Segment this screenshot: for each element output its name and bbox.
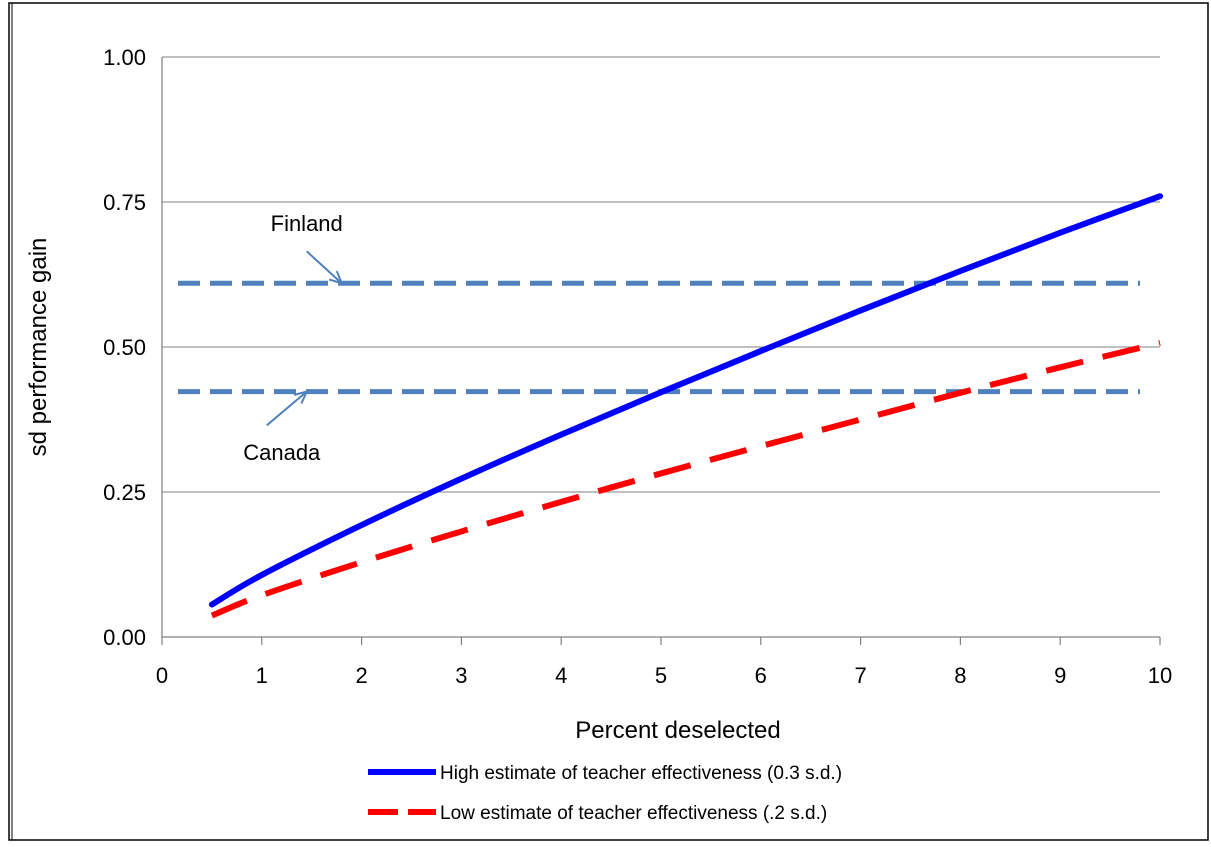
y-tick-label-3: 0.75	[103, 190, 146, 215]
series-line-low	[210, 340, 1161, 619]
x-tick-label-5: 5	[655, 663, 667, 688]
x-axis-title: Percent deselected	[575, 717, 780, 744]
x-tick-label-6: 6	[755, 663, 767, 688]
y-tick-label-4: 1.00	[103, 45, 146, 70]
y-tick-label-1: 0.25	[103, 480, 146, 505]
x-tick-label-1: 1	[256, 663, 268, 688]
y-tick-label-2: 0.50	[103, 335, 146, 360]
chart-frame	[8, 2, 1209, 841]
series-layer	[208, 193, 1163, 619]
y-tick-label-0: 0.00	[103, 625, 146, 650]
series-line-high	[208, 193, 1163, 608]
x-tick-label-7: 7	[854, 663, 866, 688]
x-tick-label-4: 4	[555, 663, 567, 688]
legend-label-low: Low estimate of teacher effectiveness (.…	[440, 803, 827, 824]
reference-label-canada: Canada	[243, 440, 321, 465]
x-tick-label-10: 10	[1148, 663, 1172, 688]
reference-label-finland: Finland	[271, 211, 343, 236]
y-axis-title: sd performance gain	[25, 238, 52, 457]
grid-layer	[162, 56, 1160, 493]
legend: High estimate of teacher effectiveness (…	[368, 763, 842, 824]
reference-arrow-finland	[306, 250, 343, 284]
reference-arrowhead-canada	[293, 390, 309, 404]
x-tick-label-2: 2	[355, 663, 367, 688]
x-tick-label-0: 0	[156, 663, 168, 688]
x-tick-label-8: 8	[954, 663, 966, 688]
x-tick-label-9: 9	[1054, 663, 1066, 688]
reference-arrow-canada	[266, 390, 308, 427]
reference-arrowhead-finland	[328, 270, 344, 285]
legend-label-high: High estimate of teacher effectiveness (…	[440, 763, 842, 784]
axis-layer: 0.00 0.25 0.50 0.75 1.00 0 1 2 3 4 5 6 7 8 9 10	[103, 45, 1172, 688]
x-tick-label-3: 3	[455, 663, 467, 688]
